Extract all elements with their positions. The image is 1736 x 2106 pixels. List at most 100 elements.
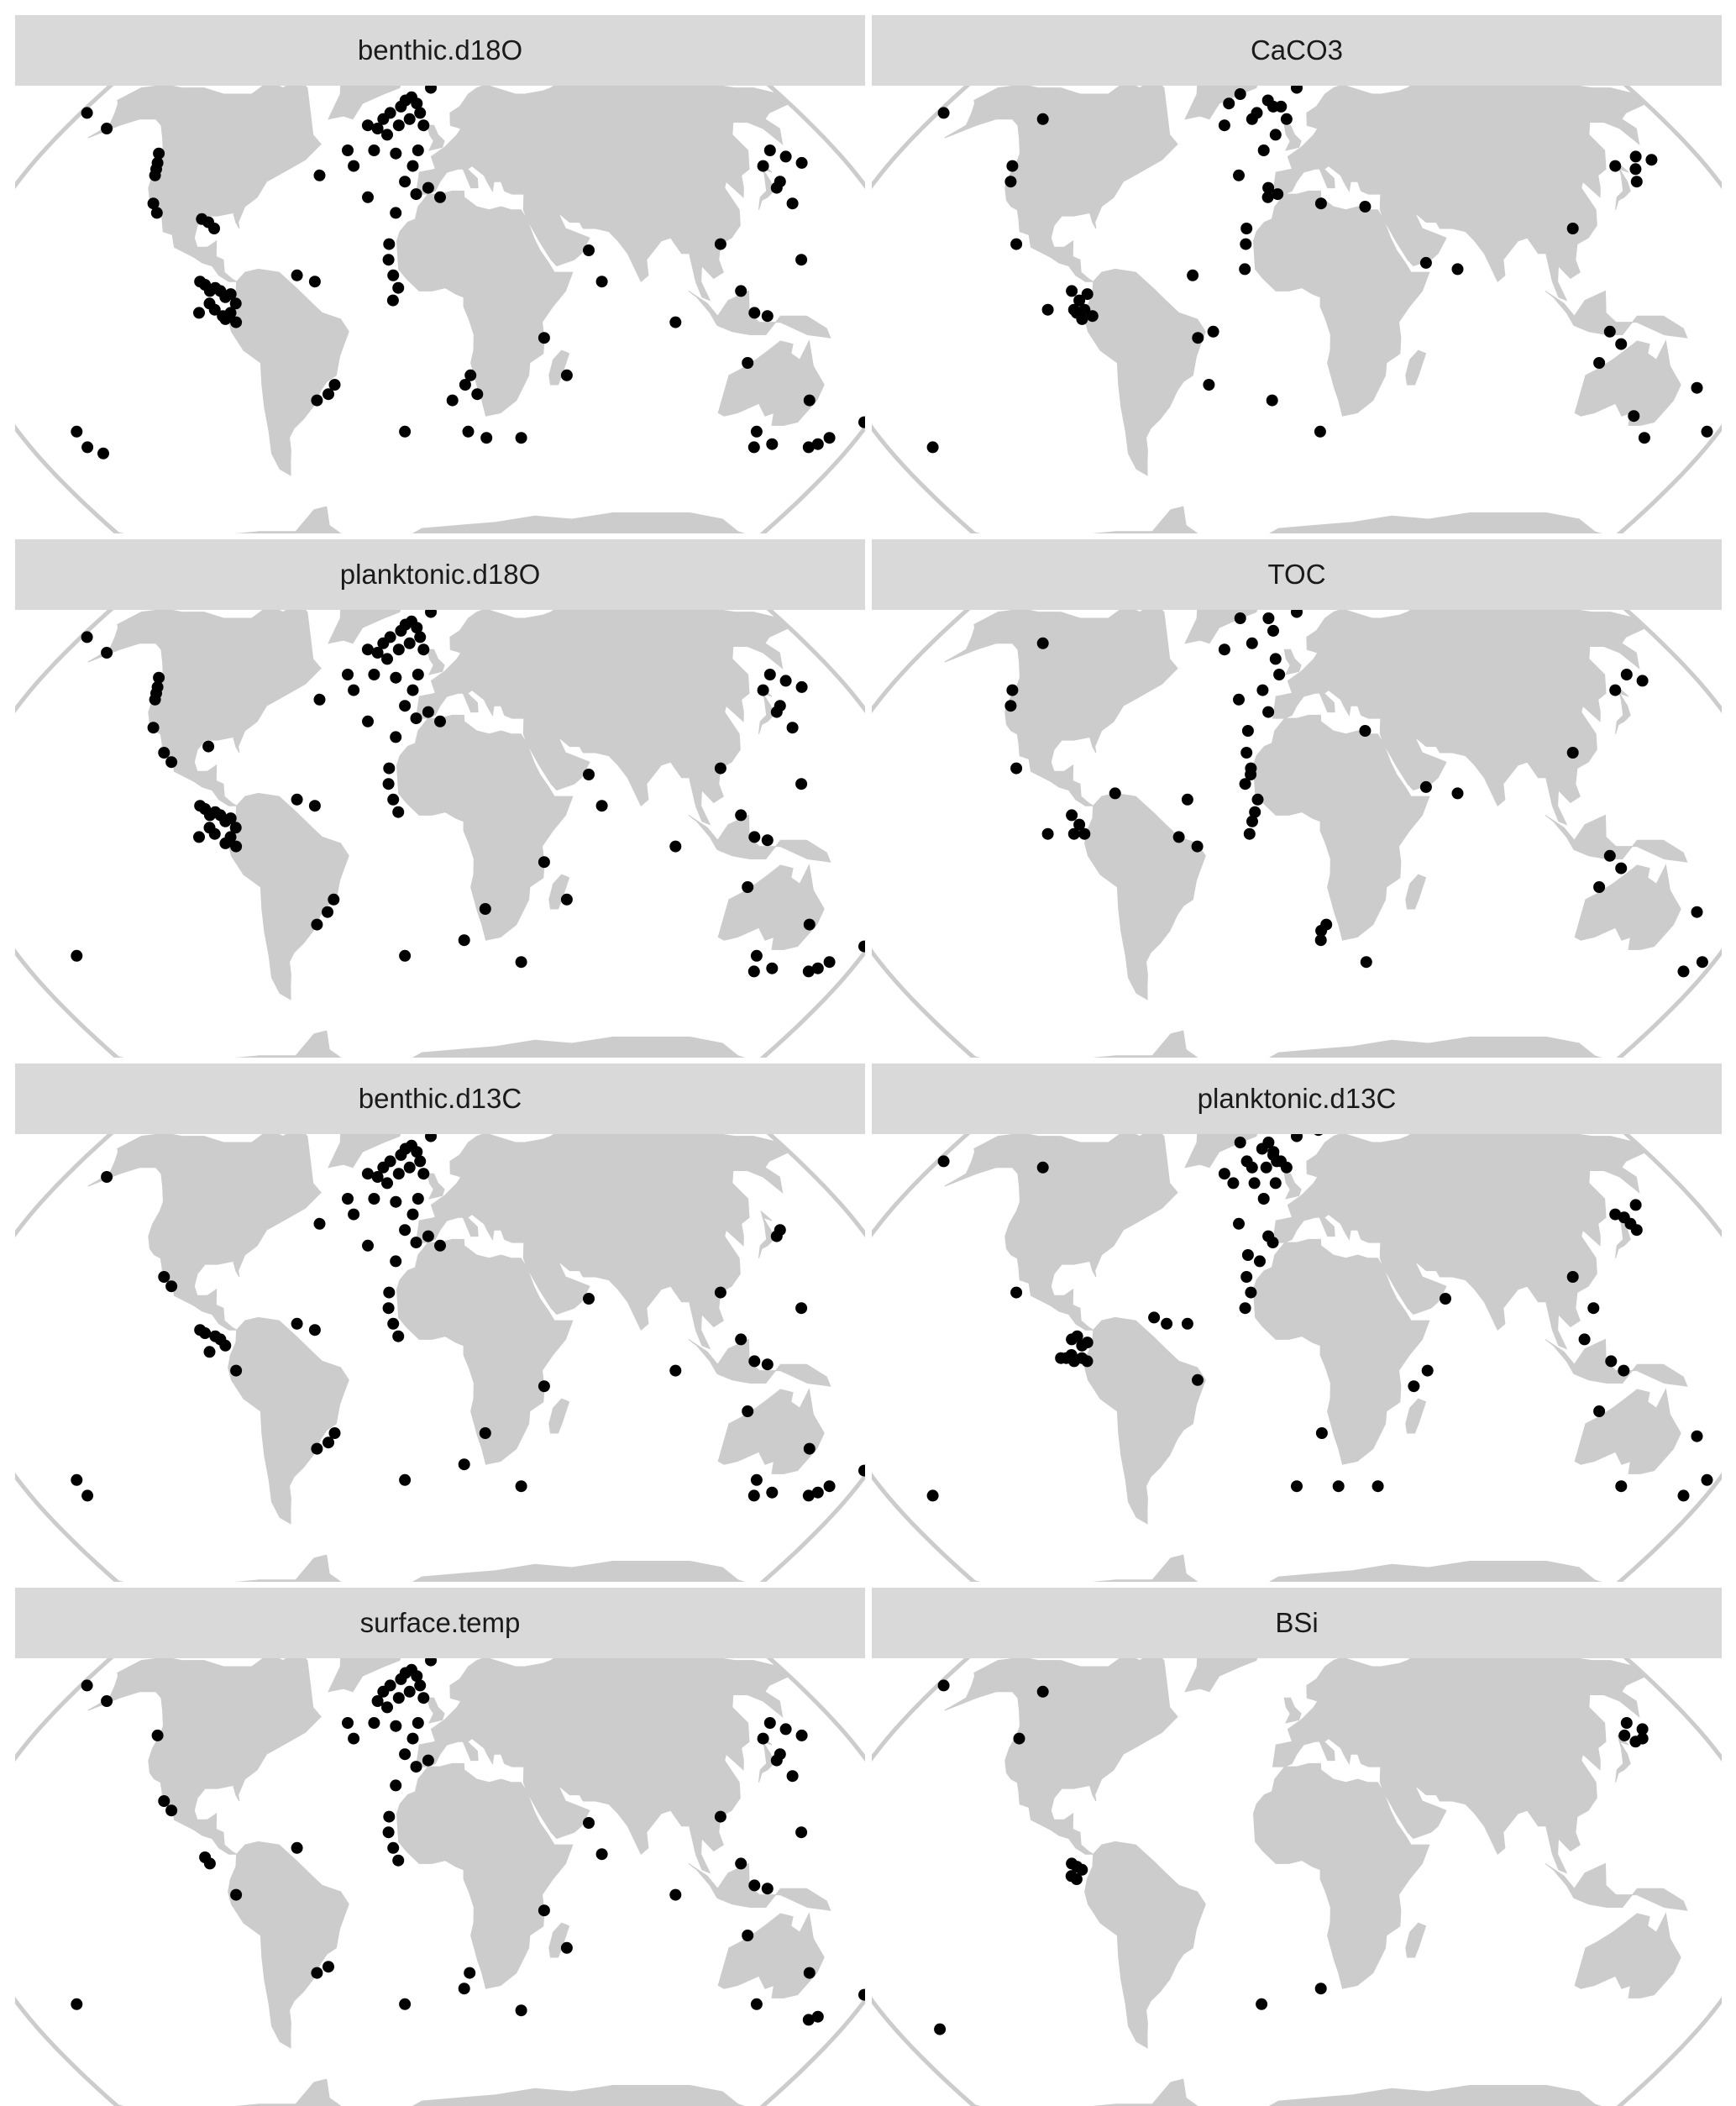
facet-panel: BSi [872, 1588, 1722, 2106]
land-uk [1283, 1173, 1302, 1200]
site-point [97, 447, 109, 460]
site-point [1266, 394, 1278, 407]
site-point [766, 1486, 779, 1499]
site-point [371, 1171, 384, 1183]
site-point [1615, 862, 1628, 874]
site-point [425, 1134, 437, 1142]
site-point [203, 1346, 216, 1358]
site-point [1419, 780, 1432, 793]
site-point [412, 144, 424, 156]
site-point [1067, 827, 1080, 840]
site-point [1260, 1161, 1272, 1174]
site-point [926, 1489, 939, 1502]
site-point [1240, 1271, 1253, 1283]
site-point [1203, 379, 1215, 391]
site-point [1691, 381, 1703, 394]
site-point [230, 316, 243, 328]
site-point [770, 1754, 783, 1767]
site-point [323, 1961, 334, 1973]
site-point [403, 1161, 416, 1174]
site-point [361, 119, 374, 132]
site-point [410, 712, 422, 725]
site-point [1359, 725, 1371, 737]
site-point [795, 156, 808, 169]
site-point [390, 1779, 402, 1792]
land-south-america [1084, 1841, 1206, 2049]
site-point [1004, 700, 1017, 712]
site-point [742, 1930, 754, 1941]
land-africa [396, 1762, 574, 1989]
site-point [368, 144, 380, 156]
site-point [383, 238, 396, 250]
site-point [151, 1729, 164, 1741]
map-svg [872, 1134, 1722, 1582]
site-point [1630, 176, 1643, 188]
site-point [203, 822, 216, 834]
land-eurasia [415, 86, 790, 302]
site-point [1314, 1134, 1323, 1137]
land-africa [1252, 1238, 1430, 1465]
site-point [203, 1857, 216, 1870]
site-point [803, 394, 816, 407]
site-point [382, 778, 395, 790]
site-point [1041, 827, 1054, 840]
facet-strip-label: planktonic.d13C [872, 1064, 1722, 1134]
site-point [1073, 818, 1086, 831]
site-point [81, 1489, 94, 1502]
world-map [15, 1658, 865, 2106]
land-indonesia [688, 814, 831, 863]
site-point [399, 1748, 412, 1761]
land-greenland [319, 86, 412, 120]
site-point [1239, 263, 1251, 276]
site-point [1629, 150, 1642, 163]
site-point [763, 669, 776, 680]
site-point [410, 1761, 422, 1773]
site-point [368, 1193, 380, 1205]
site-point [858, 940, 865, 953]
land-madagascar [548, 1398, 570, 1434]
site-point [1036, 113, 1049, 125]
site-point [322, 906, 333, 918]
site-point [387, 1841, 400, 1854]
site-point [1593, 1405, 1606, 1417]
site-point [1240, 238, 1252, 250]
site-point [202, 740, 215, 753]
site-point [750, 1473, 763, 1486]
site-point [757, 160, 769, 172]
map-svg [15, 610, 865, 1058]
land-north-america [944, 86, 1178, 282]
site-point [795, 1302, 808, 1315]
site-point [464, 369, 477, 381]
site-point [786, 722, 799, 734]
facet-strip-label: benthic.d13C [15, 1064, 865, 1134]
site-point [1314, 934, 1327, 947]
land-japan [758, 1734, 774, 1783]
site-point [1246, 637, 1258, 649]
site-point [515, 432, 527, 444]
site-point [1320, 918, 1333, 931]
site-point [858, 1988, 865, 2001]
site-point [1006, 684, 1019, 696]
land-uk [1283, 1697, 1302, 1724]
site-point [669, 1888, 682, 1901]
land-south-america [228, 792, 349, 1000]
site-point [459, 379, 471, 391]
site-point [1359, 201, 1371, 213]
land-eurasia [1272, 610, 1647, 826]
site-point [1291, 1134, 1303, 1142]
site-point [81, 1679, 93, 1692]
site-point [1578, 1333, 1591, 1346]
land-south-america [1084, 1316, 1206, 1525]
facet-strip-label: BSi [872, 1588, 1722, 1658]
site-point [1609, 1208, 1622, 1221]
land-uk [1283, 649, 1302, 675]
site-point [1161, 1317, 1173, 1330]
site-point [230, 1888, 243, 1901]
land-eurasia [415, 610, 790, 826]
site-point [348, 684, 360, 696]
site-point [1249, 806, 1261, 818]
land-madagascar [1405, 874, 1427, 910]
site-point [779, 1723, 792, 1736]
site-point [1593, 357, 1606, 369]
site-point [795, 254, 808, 266]
